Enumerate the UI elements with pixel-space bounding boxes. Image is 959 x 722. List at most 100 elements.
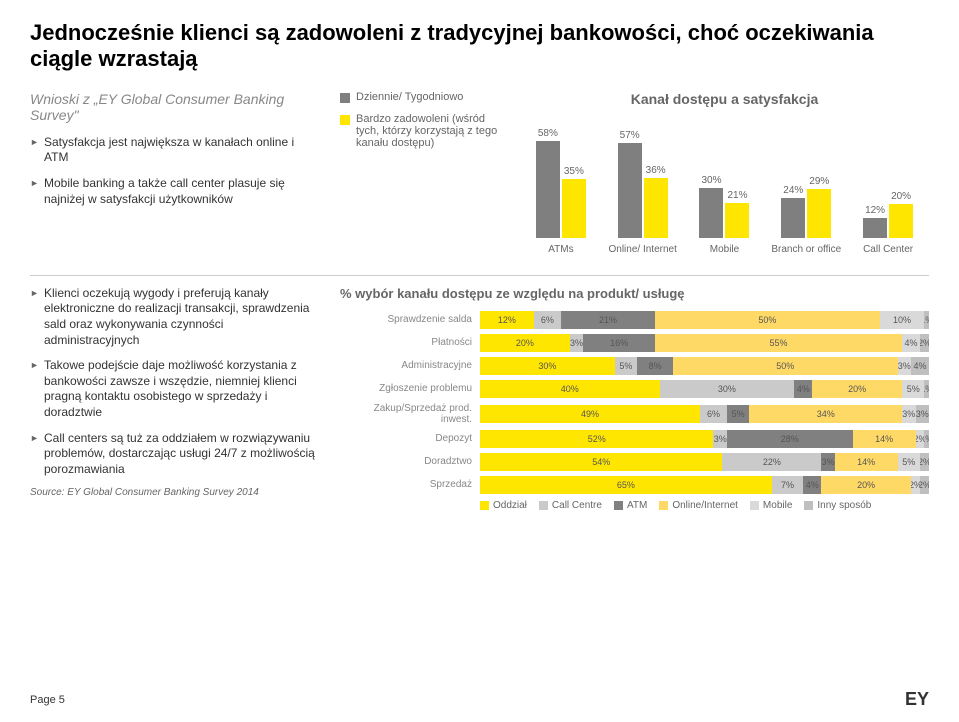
- legend2-swatch: [480, 501, 489, 510]
- hbar-track: 49%6%5%34%3%3%: [480, 405, 929, 423]
- hbar-label: Administracyjne: [340, 360, 480, 371]
- chart1-legend: Dziennie/ Tygodniowo Bardzo zadowoleni (…: [340, 91, 500, 255]
- chart1-title: Kanał dostępu a satysfakcja: [520, 91, 929, 107]
- ey-logo: EY: [905, 689, 929, 710]
- bar: 36%: [644, 165, 668, 238]
- legend2-swatch: [614, 501, 623, 510]
- hbar-segment: 2%: [911, 476, 920, 494]
- bar-label: Mobile: [710, 244, 739, 255]
- bullets-bottom: Klienci oczekują wygody i preferują kana…: [30, 286, 320, 478]
- hbar-segment: 28%: [727, 430, 853, 448]
- bar: 29%: [807, 176, 831, 237]
- legend2-label: Mobile: [763, 500, 792, 511]
- bullet-item: Call centers są tuż za oddziałem w rozwi…: [30, 431, 320, 478]
- hbar-segment: 3%: [902, 405, 915, 423]
- bar-fill: [644, 178, 668, 238]
- bar-fill: [889, 204, 913, 237]
- hbar-row: Zgłoszenie problemu40%30%4%20%5%1%: [340, 380, 929, 398]
- hbar-segment: 2%: [920, 334, 929, 352]
- hbar-row: Administracyjne30%5%8%50%3%4%: [340, 357, 929, 375]
- bullet-item: Klienci oczekują wygody i preferują kana…: [30, 286, 320, 348]
- bar-group: 30%21%Mobile: [689, 128, 759, 255]
- bar-fill: [863, 218, 887, 238]
- bar-label: Branch or office: [771, 244, 841, 255]
- hbar-segment: 50%: [655, 311, 880, 329]
- hbar-segment: 3%: [821, 453, 834, 471]
- bar-value: 57%: [620, 130, 640, 141]
- legend-item: Dziennie/ Tygodniowo: [340, 91, 500, 103]
- hbar-segment: 4%: [902, 334, 920, 352]
- hbar-segment: 52%: [480, 430, 713, 448]
- bar-fill: [807, 189, 831, 237]
- hbar-segment: 6%: [700, 405, 727, 423]
- hbar-segment: 65%: [480, 476, 772, 494]
- hbar-track: 40%30%4%20%5%1%: [480, 380, 929, 398]
- bar-value: 20%: [891, 191, 911, 202]
- legend-swatch: [340, 93, 350, 103]
- hbar-segment: 21%: [561, 311, 655, 329]
- hbar-segment: 4%: [911, 357, 929, 375]
- bar-value: 58%: [538, 128, 558, 139]
- col-intro: Wnioski z „EY Global Consumer Banking Su…: [30, 91, 320, 255]
- hbar-label: Sprzedaż: [340, 479, 480, 490]
- hbar-row: Płatności20%3%16%55%4%2%: [340, 334, 929, 352]
- bar: 21%: [725, 190, 749, 238]
- hbar-segment: 2%: [920, 453, 929, 471]
- hbar-track: 30%5%8%50%3%4%: [480, 357, 929, 375]
- legend2-item: Oddział: [480, 500, 527, 511]
- hbar-segment: 8%: [637, 357, 673, 375]
- hbar-row: Doradztwo54%22%3%14%5%2%: [340, 453, 929, 471]
- legend2-item: ATM: [614, 500, 647, 511]
- hbar-track: 54%22%3%14%5%2%: [480, 453, 929, 471]
- hbar-label: Płatności: [340, 337, 480, 348]
- legend2-swatch: [750, 501, 759, 510]
- hbar-segment: 14%: [835, 453, 898, 471]
- hbar-segment: 7%: [772, 476, 803, 494]
- legend2-label: ATM: [627, 500, 647, 511]
- chart2: % wybór kanału dostępu ze względu na pro…: [340, 286, 929, 511]
- survey-subtitle: Wnioski z „EY Global Consumer Banking Su…: [30, 91, 320, 123]
- hbar-segment: 54%: [480, 453, 722, 471]
- bar: 58%: [536, 128, 560, 238]
- hbar-segment: 20%: [821, 476, 911, 494]
- hbar-segment: 20%: [812, 380, 902, 398]
- bar: 20%: [889, 191, 913, 237]
- bar-label: Online/ Internet: [609, 244, 677, 255]
- bar-label: Call Center: [863, 244, 913, 255]
- col-bullets-bottom: Klienci oczekują wygody i preferują kana…: [30, 286, 320, 511]
- hbar-segment: 1%: [924, 380, 928, 398]
- hbar-row: Zakup/Sprzedaż prod. inwest.49%6%5%34%3%…: [340, 403, 929, 425]
- hbar-segment: 3%: [713, 430, 726, 448]
- source-text: Source: EY Global Consumer Banking Surve…: [30, 487, 320, 498]
- hbar-segment: 34%: [749, 405, 902, 423]
- page-title: Jednocześnie klienci są zadowoleni z tra…: [30, 20, 929, 73]
- hbar-label: Zgłoszenie problemu: [340, 383, 480, 394]
- hbar-label: Zakup/Sprzedaż prod. inwest.: [340, 403, 480, 425]
- hbar-label: Depozyt: [340, 433, 480, 444]
- bar-fill: [725, 203, 749, 238]
- bullet-item: Mobile banking a także call center plasu…: [30, 176, 320, 207]
- bullet-item: Takowe podejście daje możliwość korzysta…: [30, 358, 320, 420]
- bar: 57%: [618, 130, 642, 238]
- bar-value: 36%: [646, 165, 666, 176]
- hbar-segment: 16%: [583, 334, 655, 352]
- legend2-swatch: [539, 501, 548, 510]
- legend2-swatch: [804, 501, 813, 510]
- hbar-track: 12%6%21%50%10%1%: [480, 311, 929, 329]
- hbar-segment: 40%: [480, 380, 660, 398]
- divider: [30, 275, 929, 276]
- hbar-row: Sprawdzenie salda12%6%21%50%10%1%: [340, 311, 929, 329]
- hbar-segment: 5%: [727, 405, 749, 423]
- bar-label: ATMs: [548, 244, 573, 255]
- legend-item: Bardzo zadowoleni (wśród tych, którzy ko…: [340, 113, 500, 149]
- bar-value: 29%: [809, 176, 829, 187]
- bar-group: 12%20%Call Center: [853, 128, 923, 255]
- hbar-label: Doradztwo: [340, 456, 480, 467]
- hbar-segment: 6%: [534, 311, 561, 329]
- hbar-label: Sprawdzenie salda: [340, 314, 480, 325]
- footer: Page 5 EY: [30, 689, 929, 710]
- chart2-legend: OddziałCall CentreATMOnline/InternetMobi…: [480, 500, 929, 511]
- bar-fill: [562, 179, 586, 237]
- legend2-item: Call Centre: [539, 500, 602, 511]
- legend2-label: Inny sposób: [817, 500, 871, 511]
